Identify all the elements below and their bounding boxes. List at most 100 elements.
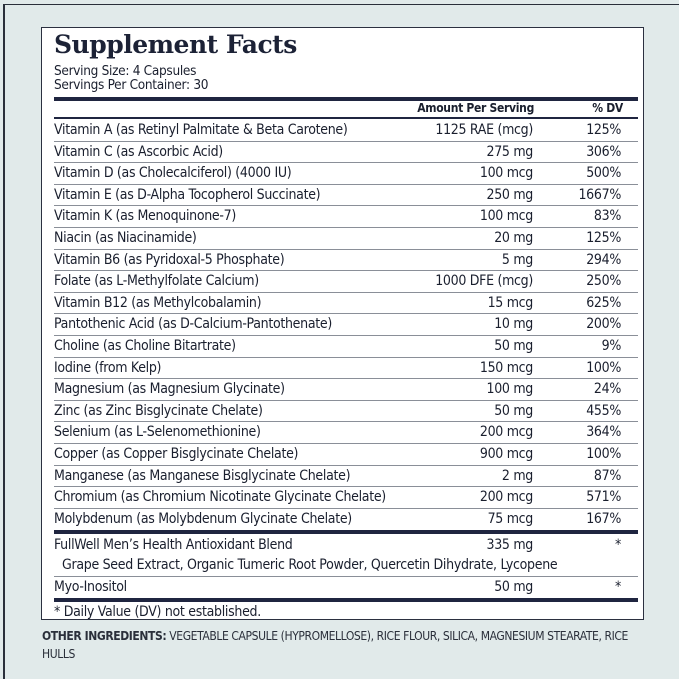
nutrient-dv: 306% bbox=[586, 143, 621, 160]
nutrient-amount: 1000 DFE (mcg) bbox=[435, 273, 533, 290]
nutrient-dv: 571% bbox=[586, 489, 621, 506]
nutrient-row: Vitamin C (as Ascorbic Acid) 275 mg 306% bbox=[54, 142, 638, 164]
nutrient-amount: 2 mg bbox=[501, 467, 533, 484]
nutrient-dv: 294% bbox=[586, 251, 621, 268]
nutrient-name: Niacin (as Niacinamide) bbox=[54, 230, 197, 246]
blend-row: FullWell Men’s Health Antioxidant Blend … bbox=[54, 535, 638, 577]
nutrient-row: Molybdenum (as Molybdenum Glycinate Chel… bbox=[54, 509, 638, 531]
nutrient-amount: 900 mcg bbox=[479, 446, 533, 462]
nutrient-dv: 455% bbox=[586, 402, 621, 419]
nutrient-row: Vitamin K (as Menoquinone-7) 100 mcg 83% bbox=[54, 206, 638, 228]
nutrient-dv: 125% bbox=[586, 122, 621, 138]
nutrient-row: Magnesium (as Magnesium Glycinate) 100 mg… bbox=[54, 379, 638, 401]
blend-dv: * bbox=[615, 537, 621, 553]
other-ingredients: OTHER INGREDIENTS: VEGETABLE CAPSULE (HY… bbox=[42, 627, 642, 663]
nutrient-dv: 167% bbox=[586, 510, 621, 527]
footnote: * Daily Value (DV) not established. bbox=[54, 604, 261, 620]
frame-border-left bbox=[3, 4, 5, 679]
nutrient-dv: 364% bbox=[586, 424, 621, 441]
nutrient-amount: 50 mg bbox=[494, 402, 533, 419]
nutrient-name: Vitamin D (as Cholecalciferol) (4000 IU) bbox=[54, 165, 292, 182]
nutrient-dv: 625% bbox=[586, 294, 621, 311]
nutrient-name: Zinc (as Zinc Bisglycinate Chelate) bbox=[54, 402, 263, 419]
blend-amount: 335 mg bbox=[486, 537, 533, 553]
nutrient-name: Chromium (as Chromium Nicotinate Glycina… bbox=[54, 489, 386, 506]
nutrient-row: Chromium (as Chromium Nicotinate Glycina… bbox=[54, 487, 638, 509]
nutrient-amount: 100 mcg bbox=[479, 208, 533, 225]
frame-border-top bbox=[3, 4, 679, 5]
nutrient-name: Vitamin A (as Retinyl Palmitate & Beta C… bbox=[54, 122, 348, 138]
nutrient-name: Vitamin E (as D-Alpha Tocopherol Succina… bbox=[54, 186, 321, 203]
nutrient-amount: 100 mcg bbox=[479, 165, 533, 182]
myo-inositol-row: Myo-Inositol 50 mg * bbox=[54, 577, 638, 599]
nutrient-amount: 20 mg bbox=[494, 230, 533, 246]
supplement-facts-panel: Supplement Facts Serving Size: 4 Capsule… bbox=[41, 27, 644, 620]
blend-ingredients: Grape Seed Extract, Organic Tumeric Root… bbox=[62, 557, 558, 573]
nutrient-row: Niacin (as Niacinamide) 20 mg 125% bbox=[54, 228, 638, 250]
nutrient-name: Copper (as Copper Bisglycinate Chelate) bbox=[54, 446, 299, 462]
header-divider bbox=[54, 117, 638, 119]
nutrient-amount: 15 mcg bbox=[487, 294, 534, 311]
nutrient-row: Iodine (from Kelp) 150 mcg 100% bbox=[54, 358, 638, 380]
nutrient-row: Vitamin A (as Retinyl Palmitate & Beta C… bbox=[54, 120, 638, 142]
nutrient-amount: 200 mcg bbox=[479, 424, 533, 441]
nutrient-amount: 150 mcg bbox=[479, 359, 533, 376]
nutrient-row: Selenium (as L-Selenomethionine) 200 mcg 3… bbox=[54, 422, 638, 444]
nutrient-name: Molybdenum (as Molybdenum Glycinate Chel… bbox=[54, 510, 352, 527]
nutrient-amount: 1125 RAE (mcg) bbox=[435, 122, 533, 138]
nutrient-row: Manganese (as Manganese Bisglycinate Che… bbox=[54, 466, 638, 488]
nutrient-row: Vitamin B6 (as Pyridoxal-5 Phosphate) 5 m… bbox=[54, 250, 638, 272]
panel-title: Supplement Facts bbox=[54, 30, 297, 59]
nutrient-name: Iodine (from Kelp) bbox=[54, 359, 162, 376]
nutrient-name: Choline (as Choline Bitartrate) bbox=[54, 338, 236, 354]
nutrient-amount: 250 mg bbox=[486, 186, 533, 203]
nutrient-dv: 87% bbox=[593, 467, 621, 484]
nutrient-row: Vitamin B12 (as Methylcobalamin) 15 mcg 62… bbox=[54, 293, 638, 315]
nutrient-name: Magnesium (as Magnesium Glycinate) bbox=[54, 381, 285, 398]
nutrient-dv: 9% bbox=[601, 338, 622, 354]
nutrient-dv: 200% bbox=[586, 316, 621, 333]
nutrient-row: Choline (as Choline Bitartrate) 50 mg 9% bbox=[54, 336, 638, 358]
other-ingredients-text: VEGETABLE CAPSULE (HYPROMELLOSE), RICE F… bbox=[42, 629, 628, 661]
nutrient-row: Vitamin E (as D-Alpha Tocopherol Succina… bbox=[54, 185, 638, 207]
nutrient-name: Pantothenic Acid (as D-Calcium-Pantothen… bbox=[54, 316, 332, 333]
nutrient-name: Manganese (as Manganese Bisglycinate Che… bbox=[54, 467, 351, 484]
myo-amount: 50 mg bbox=[494, 579, 533, 595]
nutrient-name: Vitamin B6 (as Pyridoxal-5 Phosphate) bbox=[54, 251, 285, 268]
servings-per-container: Servings Per Container: 30 bbox=[54, 77, 209, 93]
nutrient-name: Folate (as L-Methylfolate Calcium) bbox=[54, 273, 259, 290]
nutrient-row: Zinc (as Zinc Bisglycinate Chelate) 50 mg… bbox=[54, 401, 638, 423]
nutrient-amount: 100 mg bbox=[486, 381, 533, 398]
nutrient-amount: 200 mcg bbox=[479, 489, 533, 506]
nutrient-name: Vitamin C (as Ascorbic Acid) bbox=[54, 143, 223, 160]
nutrient-amount: 10 mg bbox=[494, 316, 533, 333]
nutrient-amount: 50 mg bbox=[494, 338, 533, 354]
nutrient-dv: 83% bbox=[593, 208, 621, 225]
nutrient-amount: 275 mg bbox=[486, 143, 533, 160]
nutrient-dv: 100% bbox=[586, 446, 621, 462]
nutrient-dv: 125% bbox=[586, 230, 621, 246]
nutrient-dv: 500% bbox=[586, 165, 621, 182]
nutrient-name: Selenium (as L-Selenomethionine) bbox=[54, 424, 261, 441]
serving-size: Serving Size: 4 Capsules bbox=[54, 63, 197, 79]
nutrient-row: Pantothenic Acid (as D-Calcium-Pantothen… bbox=[54, 314, 638, 336]
nutrient-dv: 250% bbox=[586, 273, 621, 290]
other-ingredients-label: OTHER INGREDIENTS: bbox=[42, 629, 167, 643]
nutrient-dv: 100% bbox=[586, 359, 621, 376]
nutrient-amount: 5 mg bbox=[501, 251, 533, 268]
blend-name: FullWell Men’s Health Antioxidant Blend bbox=[54, 537, 293, 553]
nutrient-row: Copper (as Copper Bisglycinate Chelate) 9… bbox=[54, 444, 638, 466]
nutrient-name: Vitamin K (as Menoquinone-7) bbox=[54, 208, 236, 225]
dv-header: % DV bbox=[592, 101, 623, 115]
nutrient-dv: 24% bbox=[593, 381, 621, 398]
thick-divider bbox=[54, 598, 638, 602]
nutrient-row: Folate (as L-Methylfolate Calcium) 1000 D… bbox=[54, 271, 638, 293]
nutrient-amount: 75 mcg bbox=[487, 510, 534, 527]
nutrient-name: Vitamin B12 (as Methylcobalamin) bbox=[54, 294, 262, 311]
amount-header: Amount Per Serving bbox=[417, 101, 534, 115]
nutrient-row: Vitamin D (as Cholecalciferol) (4000 IU)… bbox=[54, 163, 638, 185]
thick-divider bbox=[54, 97, 638, 101]
myo-name: Myo-Inositol bbox=[54, 579, 127, 595]
nutrient-dv: 1667% bbox=[578, 186, 621, 203]
thick-divider bbox=[54, 530, 638, 534]
